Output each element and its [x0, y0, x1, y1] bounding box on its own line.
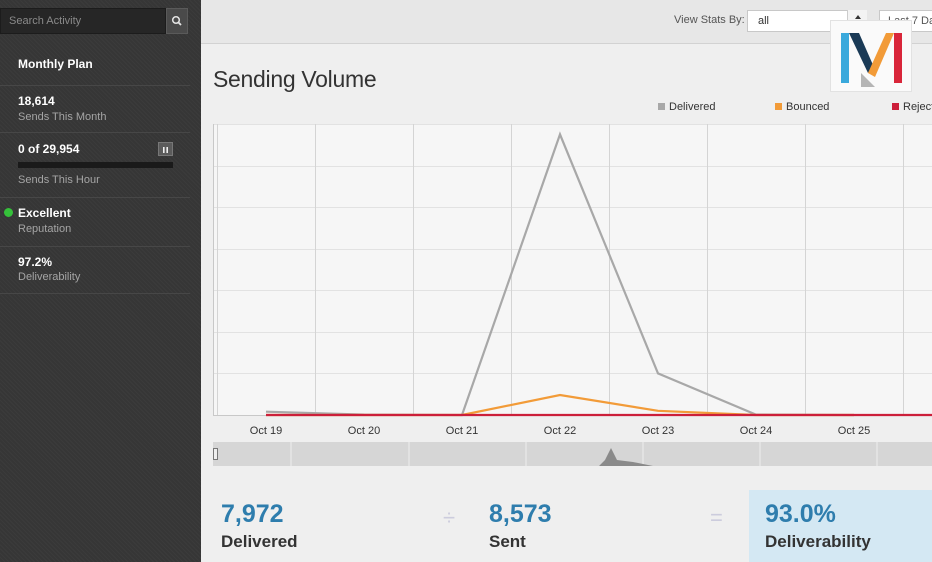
view-stats-label: View Stats By: — [674, 14, 745, 26]
view-stats-value: all — [758, 15, 770, 27]
sends-month-label: Sends This Month — [18, 111, 107, 123]
search-icon — [171, 15, 182, 26]
sends-month-block: 18,614 Sends This Month — [0, 86, 190, 133]
pause-button[interactable] — [158, 142, 173, 156]
sends-hour-label: Sends This Hour — [18, 174, 100, 186]
top-bar: View Stats By: all Last 7 Da — [201, 0, 932, 44]
x-tick-label: Oct 24 — [740, 425, 772, 437]
legend-swatch-bounced — [775, 103, 782, 110]
search-bar — [0, 8, 190, 34]
reputation-label: Reputation — [18, 223, 72, 235]
x-tick-label: Oct 19 — [250, 425, 282, 437]
x-tick-label: Oct 23 — [642, 425, 674, 437]
deliverability-summary-box — [749, 490, 932, 562]
reputation-block: Excellent Reputation — [0, 198, 190, 247]
search-input[interactable] — [0, 8, 166, 34]
legend-swatch-rejected — [892, 103, 899, 110]
legend-swatch-delivered — [658, 103, 665, 110]
pause-icon — [163, 147, 168, 153]
divide-icon: ÷ — [443, 505, 456, 530]
deliverability-value: 97.2% — [18, 255, 53, 269]
sending-volume-chart: Oct 19 Oct 20 Oct 21 Oct 22 Oct 23 Oct 24 Oct … — [213, 124, 932, 437]
deliverability-block: 97.2% Deliverability — [0, 247, 190, 294]
search-button[interactable] — [166, 8, 188, 34]
reputation-status-dot — [4, 208, 13, 217]
sent-label: Sent — [489, 532, 526, 551]
sends-hour-progress-bar — [18, 162, 173, 168]
mandrill-logo — [830, 20, 912, 92]
legend-item-bounced[interactable]: Bounced — [775, 101, 829, 113]
sent-count: 8,573 — [489, 500, 552, 528]
chart-plot-area — [213, 124, 932, 415]
delivered-label: Delivered — [221, 532, 298, 551]
page-title: Sending Volume — [213, 66, 377, 92]
equals-icon: = — [710, 505, 723, 530]
legend-label-bounced: Bounced — [786, 101, 830, 113]
legend-item-rejected[interactable]: Rejected — [892, 101, 932, 113]
sidebar: Monthly Plan 18,614 Sends This Month 0 o… — [0, 0, 201, 562]
monthly-plan-link[interactable]: Monthly Plan — [18, 57, 93, 71]
sends-hour-value: 0 of 29,954 — [18, 142, 80, 156]
reputation-value: Excellent — [18, 206, 71, 220]
x-tick-label: Oct 25 — [838, 425, 870, 437]
legend-item-delivered[interactable]: Delivered — [658, 101, 715, 113]
monthly-plan-block[interactable]: Monthly Plan — [0, 44, 190, 86]
sends-hour-block: 0 of 29,954 Sends This Hour — [0, 133, 190, 198]
deliverability-summary-label: Deliverability — [765, 532, 871, 551]
delivered-count: 7,972 — [221, 500, 284, 528]
legend-label-rejected: Rejected — [903, 101, 932, 113]
x-tick-label: Oct 21 — [446, 425, 478, 437]
sends-month-value: 18,614 — [18, 94, 55, 108]
deliverability-percent: 93.0% — [765, 500, 836, 528]
x-tick-label: Oct 20 — [348, 425, 380, 437]
legend-label-delivered: Delivered — [669, 101, 716, 113]
navigator-handle[interactable] — [213, 448, 218, 460]
x-tick-label: Oct 22 — [544, 425, 576, 437]
navigator-mini-chart — [290, 442, 878, 466]
chart-navigator[interactable] — [213, 442, 932, 466]
deliverability-label: Deliverability — [18, 271, 81, 283]
